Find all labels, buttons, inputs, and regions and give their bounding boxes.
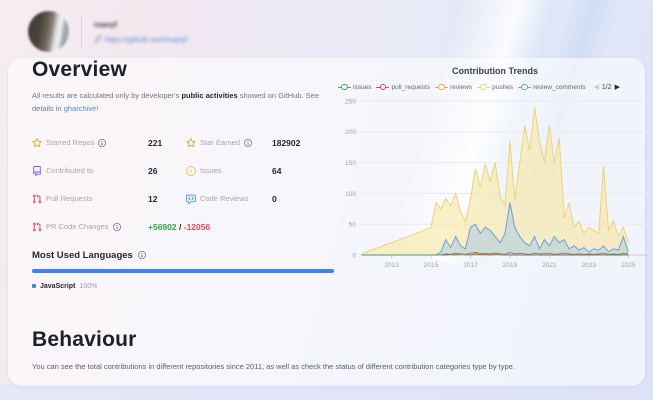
- languages-section: Most Used Languages JavaScript 100%: [32, 250, 334, 290]
- stat-pull-requests: Pull Requests: [32, 194, 148, 204]
- divider: [81, 14, 82, 49]
- info-icon[interactable]: [244, 139, 252, 147]
- legend-item-pushes[interactable]: pushes: [477, 83, 513, 91]
- stat-pr-code-changes: PR Code Changes: [32, 222, 148, 232]
- overview-desc-bold: public activities: [181, 91, 238, 100]
- chart-legend: issues pull_requests reviews pushes revi…: [338, 83, 652, 91]
- profile-url-link[interactable]: https://github.com/ruanyf: [105, 34, 188, 44]
- legend-marker-icon: [435, 83, 449, 91]
- info-icon[interactable]: [138, 251, 146, 259]
- svg-text:100: 100: [345, 191, 356, 198]
- legend-marker-icon: [338, 83, 351, 91]
- svg-text:50: 50: [349, 222, 357, 229]
- pull-request-icon: [32, 222, 42, 232]
- overview-desc-text3: !: [96, 103, 99, 113]
- profile-header: ruanyf https://github.com/ruanyf: [28, 11, 187, 52]
- stat-star-earned: Star Earned: [186, 138, 272, 148]
- avatar: [28, 11, 69, 52]
- stat-pull-requests-value: 12: [148, 193, 158, 204]
- stats-grid: Starred Repos 221 Star Earned 182902 Con…: [32, 129, 334, 241]
- legend-pagination: ◀ 1/2 ▶: [594, 84, 621, 91]
- additions-value: +56902: [148, 221, 177, 232]
- behaviour-section: Behaviour You can see the total contribu…: [32, 328, 632, 373]
- stat-starred-repos: Starred Repos: [32, 138, 148, 148]
- star-icon: [186, 138, 196, 148]
- behaviour-title: Behaviour: [32, 328, 137, 351]
- stat-code-reviews-value: 0: [272, 193, 277, 204]
- stat-star-earned-value: 182902: [272, 137, 301, 148]
- star-icon: [32, 138, 42, 148]
- svg-text:150: 150: [345, 160, 356, 167]
- code-review-icon: [186, 194, 196, 204]
- diff-separator: /: [178, 221, 182, 232]
- language-list-item: JavaScript 100%: [32, 283, 334, 290]
- gharchive-link[interactable]: gharchive: [63, 103, 97, 113]
- pull-request-icon: [32, 194, 42, 204]
- legend-page-indicator: 1/2: [601, 84, 612, 91]
- svg-text:2019: 2019: [503, 262, 518, 269]
- page-background-strip: [0, 384, 653, 400]
- contribution-chart[interactable]: 0 50 100 150 200 250 2013 2015 2017 2019 2021 2023 2…: [338, 93, 652, 275]
- svg-text:0: 0: [352, 252, 356, 259]
- repo-icon: [32, 166, 42, 176]
- legend-item-issues[interactable]: issues: [338, 83, 371, 91]
- stat-pr-code-changes-value: +56902 / -12056: [148, 222, 334, 232]
- overview-desc-text2: showed on GitHub. See details in: [32, 91, 320, 113]
- legend-marker-icon: [518, 83, 532, 91]
- stat-issues: Issues: [186, 166, 272, 176]
- info-icon[interactable]: [98, 139, 106, 147]
- svg-text:2013: 2013: [384, 262, 399, 269]
- language-percentage-bar: [32, 268, 334, 273]
- stat-issues-value: 64: [272, 165, 282, 176]
- svg-text:2021: 2021: [542, 262, 557, 269]
- svg-text:200: 200: [345, 129, 356, 136]
- svg-text:2023: 2023: [582, 262, 597, 269]
- stat-code-reviews: Code Reviews: [186, 194, 272, 204]
- svg-text:2017: 2017: [463, 262, 478, 269]
- deletions-value: -12056: [183, 221, 211, 232]
- legend-item-pull-requests[interactable]: pull_requests: [376, 83, 430, 91]
- main-card: Overview All results are calculated only…: [8, 58, 648, 386]
- username: ruanyf: [94, 19, 117, 29]
- svg-text:2025: 2025: [621, 262, 636, 269]
- info-icon[interactable]: [113, 223, 121, 231]
- language-name: JavaScript: [40, 282, 76, 290]
- svg-text:250: 250: [345, 98, 356, 105]
- language-percent: 100%: [79, 282, 98, 290]
- legend-next-arrow-icon[interactable]: ▶: [614, 84, 621, 91]
- legend-prev-arrow-icon[interactable]: ◀: [593, 84, 599, 91]
- stat-contributed-to-value: 26: [148, 165, 158, 176]
- overview-desc-text: All results are calculated only by devel…: [32, 91, 182, 100]
- languages-title: Most Used Languages: [32, 249, 133, 261]
- legend-marker-icon: [376, 83, 390, 91]
- chart-title: Contribution Trends: [452, 66, 538, 76]
- issue-opened-icon: [186, 166, 196, 176]
- behaviour-description: You can see the total contributions in d…: [32, 362, 515, 371]
- svg-text:2015: 2015: [424, 262, 439, 269]
- legend-item-reviews[interactable]: reviews: [435, 83, 472, 91]
- stat-starred-repos-value: 221: [148, 137, 163, 148]
- language-dot-icon: [32, 284, 36, 288]
- legend-marker-icon: [477, 83, 491, 91]
- stat-contributed-to: Contributed to: [32, 166, 148, 176]
- link-icon: [94, 35, 102, 43]
- contribution-trends-panel: Contribution Trends issues pull_requests…: [338, 66, 652, 275]
- legend-item-review-comments[interactable]: review_comments: [518, 83, 586, 91]
- overview-description: All results are calculated only by devel…: [32, 90, 332, 116]
- overview-title: Overview: [32, 58, 127, 81]
